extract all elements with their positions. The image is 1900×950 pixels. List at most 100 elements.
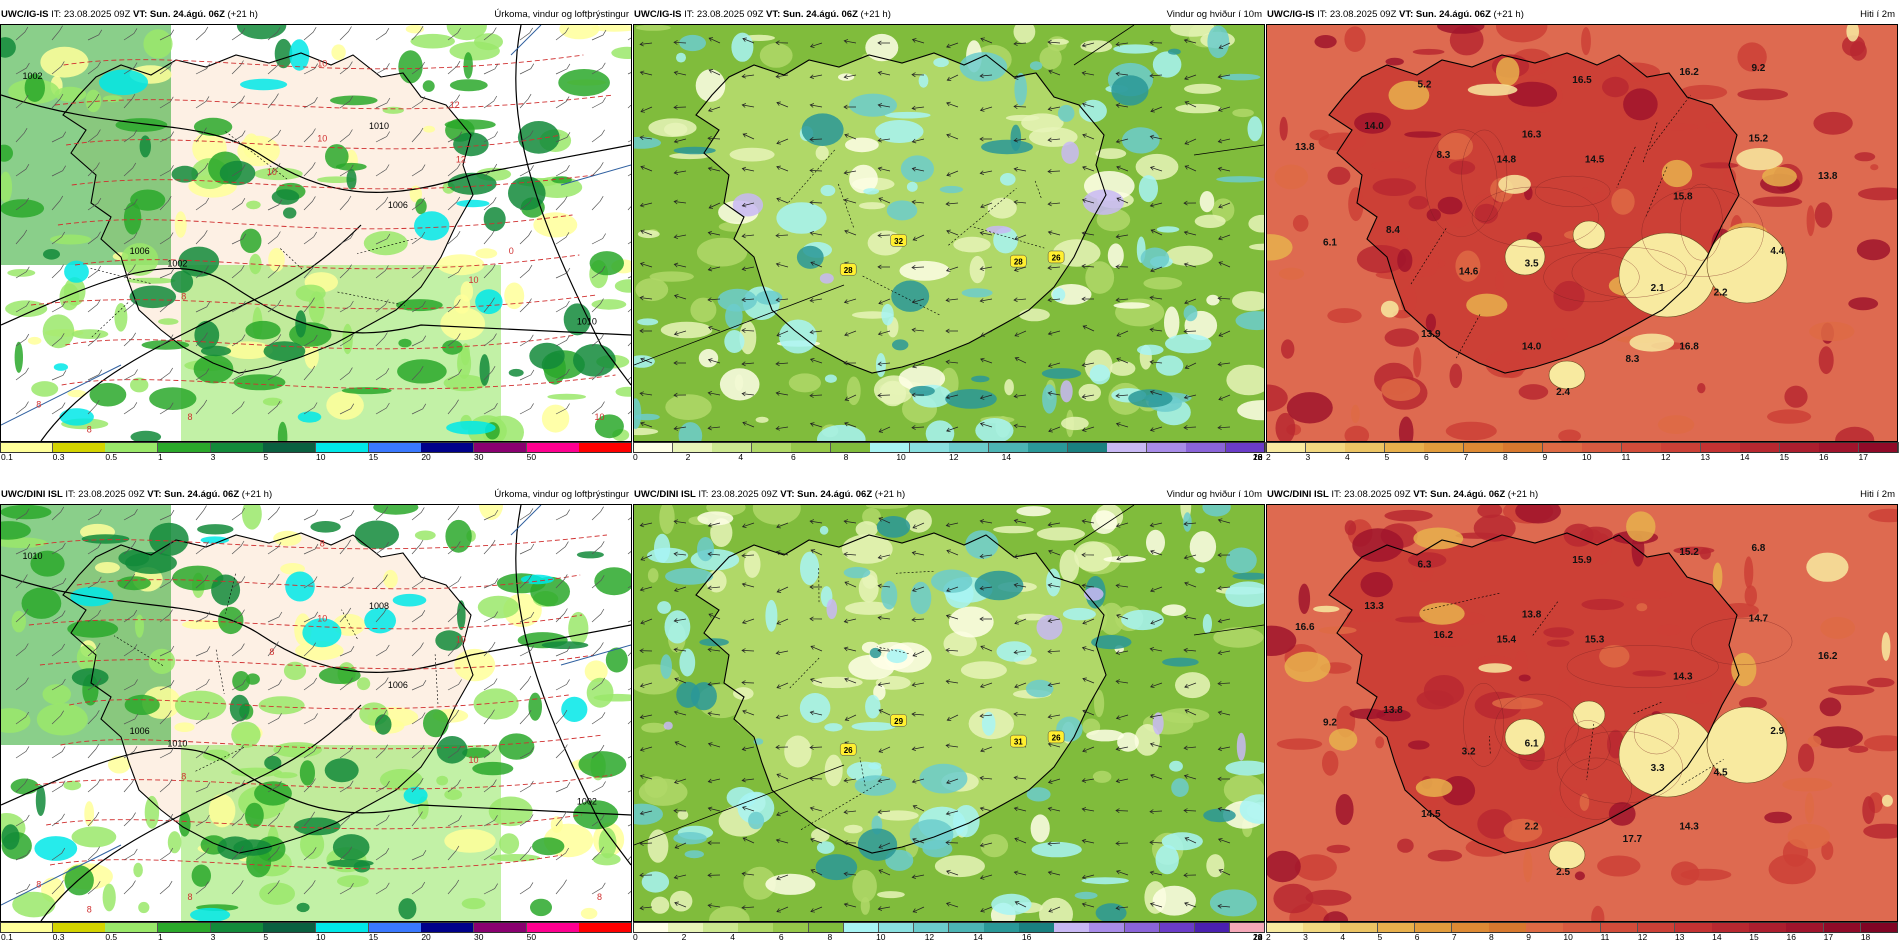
wind-arrow	[809, 745, 823, 750]
wind-arrow	[1149, 166, 1163, 172]
wind-arrow	[741, 746, 755, 752]
wind-barb	[375, 265, 389, 279]
field-blob	[637, 318, 659, 326]
wind-barb	[483, 197, 497, 211]
wind-arrow	[809, 422, 823, 428]
field-blob	[488, 796, 533, 827]
map-canvas[interactable]: 6.3 15.9 15.2 6.8 16.6 13.3 13.8 16.2 15.4 15.3 14…	[1266, 504, 1898, 922]
wind-arrow	[673, 330, 687, 336]
wind-barb	[87, 29, 103, 41]
field-blob	[1736, 148, 1783, 171]
field-blob	[1426, 208, 1441, 222]
field-blob	[886, 648, 908, 664]
colorbar-tick-label: 7	[1463, 452, 1469, 462]
wind-barb	[483, 578, 499, 589]
wind-arrow	[843, 778, 857, 783]
wind-arrow	[809, 137, 823, 142]
wind-barb	[375, 63, 390, 75]
field-blob	[824, 754, 843, 787]
wind-arrow	[1014, 234, 1027, 241]
wind-barb	[87, 509, 102, 521]
wind-arrow	[843, 840, 857, 846]
colorbar-swatch	[712, 442, 752, 453]
wind-barb	[519, 780, 534, 793]
wind-arrow	[1082, 618, 1095, 625]
colorbar-tick-label: 4	[1340, 932, 1346, 942]
colorbar-tick-label: 8	[1503, 452, 1508, 462]
wind-arrow	[1217, 776, 1231, 782]
field-blob	[533, 212, 578, 238]
field-blob	[845, 137, 879, 153]
wind-arrow	[843, 170, 857, 175]
temperature-value-label: 3.3	[1651, 763, 1665, 774]
model-name: UWC/DINI ISL	[1267, 489, 1329, 500]
run-info: UWC/DINI ISL IT: 23.08.2025 09Z VT: Sun.…	[1267, 488, 1538, 502]
field-blob	[996, 641, 1032, 662]
isobar-value-label: 1010	[22, 551, 42, 561]
model-name: UWC/DINI ISL	[634, 489, 696, 500]
wind-barb	[15, 814, 30, 827]
isotherm-value-label: 8	[269, 647, 274, 657]
wind-barb	[303, 847, 317, 861]
wind-barb	[303, 27, 317, 41]
colorbar-tick-label: 5	[1384, 452, 1390, 462]
field-blob	[953, 805, 980, 838]
glacier-cold-region	[1618, 232, 1716, 318]
colorbar-swatch	[316, 922, 370, 933]
wind-arrow	[741, 202, 755, 208]
temp-contour	[1679, 183, 1723, 261]
map-canvas[interactable]: 5.2 16.5 16.2 9.2 13.8 14.0 16.3 8.3 14.8 14.5 15.…	[1266, 24, 1898, 442]
field-blob	[295, 284, 326, 302]
field-blob	[1005, 290, 1016, 308]
wind-barb	[303, 880, 316, 895]
wind-arrow	[639, 774, 653, 780]
wind-arrow	[1149, 714, 1163, 719]
wind-arrow	[843, 74, 857, 80]
field-blob	[1370, 160, 1411, 171]
field-blob	[271, 189, 300, 205]
map-canvas[interactable]: 29 26 31 26	[633, 504, 1265, 922]
wind-barb	[375, 541, 390, 555]
lead-time: (+21 h)	[860, 9, 891, 20]
valid-time-label: VT:	[147, 489, 162, 500]
field-blob	[283, 661, 307, 681]
map-canvas[interactable]: 1002 1006 1010 1010 1002 1006 10 10 12 10 8 8 8 8 10 10…	[0, 24, 632, 442]
wind-barb	[447, 505, 460, 521]
wind-arrow	[1013, 74, 1027, 80]
field-blob	[1232, 291, 1264, 311]
field-blob	[1010, 124, 1022, 151]
wind-arrow	[1116, 165, 1129, 172]
wind-arrow	[844, 677, 857, 684]
field-blob	[547, 393, 587, 400]
wind-arrow	[1149, 134, 1163, 140]
field-blob	[1085, 261, 1115, 294]
wind-arrow	[1184, 837, 1197, 844]
colorbar-swatch	[1303, 922, 1341, 933]
wind-barb	[87, 198, 102, 211]
isobar-value-label: 1002	[577, 797, 597, 807]
field-blob	[1413, 527, 1464, 550]
wind-arrow	[911, 392, 925, 398]
map-canvas[interactable]: 32 28 28 26	[633, 24, 1265, 442]
colorbar-tick-label: 30	[474, 932, 484, 942]
isotherm-value-label: 8	[181, 772, 186, 782]
field-blob	[1094, 689, 1105, 718]
wind-arrow	[1183, 647, 1197, 653]
wind-arrow	[946, 170, 959, 177]
wind-barb	[267, 199, 283, 211]
field-blob	[472, 761, 514, 776]
wind-barb	[15, 26, 29, 41]
wind-arrow	[1115, 393, 1129, 399]
wind-arrow	[707, 681, 721, 687]
field-blob	[1680, 84, 1728, 100]
wind-barb	[483, 745, 497, 759]
map-canvas[interactable]: 1010 1006 1002 1008 1010 1006 8 8 10 10 8 8 8 8 10 8	[0, 504, 632, 922]
field-blob	[1213, 627, 1264, 648]
colorbar-swatch	[158, 442, 212, 453]
wind-barb	[555, 63, 571, 75]
field-blob	[816, 841, 835, 854]
field-blob	[615, 386, 631, 397]
wind-barb	[87, 811, 100, 827]
wind-arrow	[1014, 618, 1027, 625]
field-blob	[71, 668, 109, 687]
